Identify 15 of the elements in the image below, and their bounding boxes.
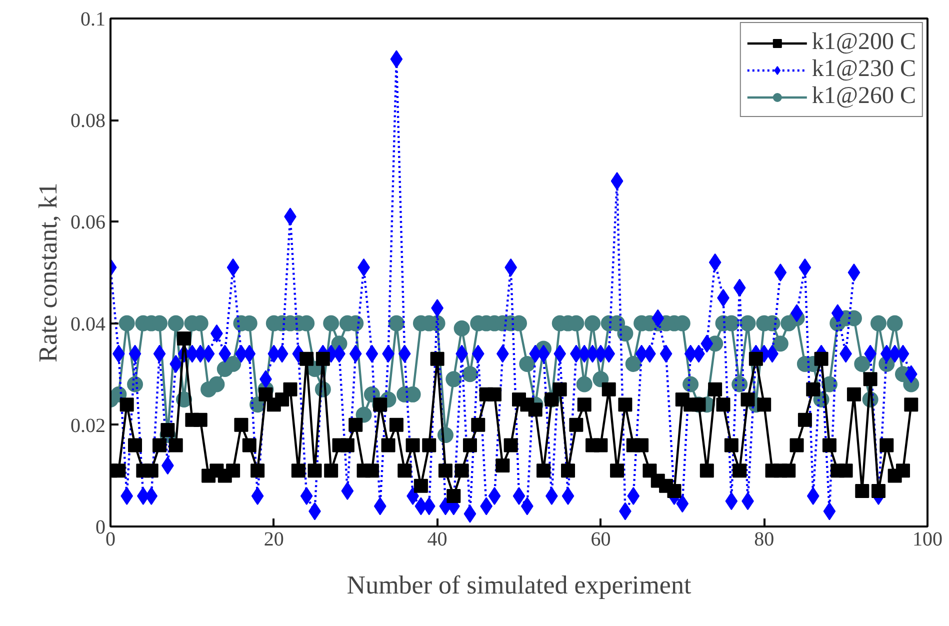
y-tick-label: 0.1 [80,8,106,30]
y-axis-title: Rate constant, k1 [34,182,62,362]
y-tick-label: 0.04 [70,313,106,336]
legend-label: k1@260 C [812,83,916,110]
x-tick-label: 40 [427,528,448,550]
x-tick-label: 100 [912,528,942,550]
y-tick-label: 0.08 [70,110,106,132]
x-tick-label: 60 [590,528,611,550]
y-tick-label: 0.02 [70,414,106,437]
x-axis-title: Number of simulated experiment [346,570,692,600]
y-tick-label: 0.06 [70,212,106,234]
x-tick-label: 80 [754,528,774,550]
legend-label: k1@230 C [812,56,916,83]
legend-label: k1@200 C [812,29,916,56]
x-tick-label: 20 [264,528,284,550]
